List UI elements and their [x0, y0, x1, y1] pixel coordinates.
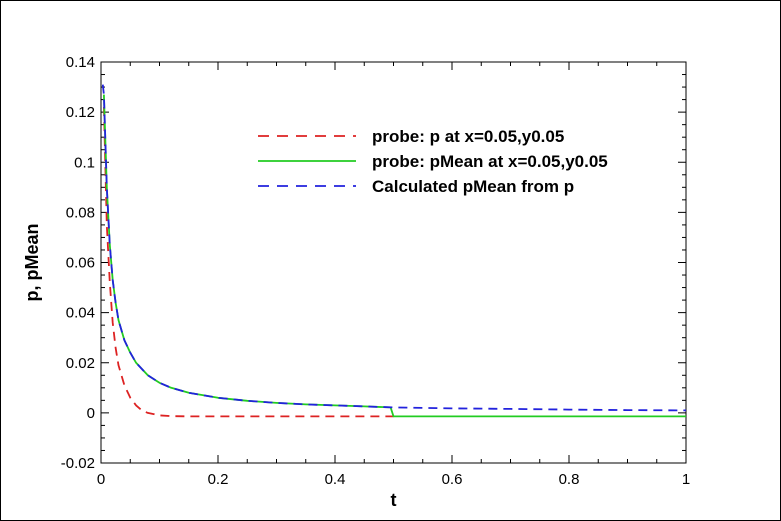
x-axis-label: t [391, 490, 397, 510]
legend-label-1: probe: p at x=0.05,y0.05 [372, 127, 564, 146]
x-tick-label: 0 [97, 471, 105, 488]
y-tick-label: 0.1 [74, 154, 95, 171]
y-tick-label: 0.06 [66, 255, 95, 272]
series-line-2 [103, 94, 686, 418]
x-tick-label: 0.4 [325, 471, 346, 488]
axis-ticks [100, 61, 687, 464]
y-tick-label: 0.02 [66, 355, 95, 372]
legend-label-3: Calculated pMean from p [372, 177, 574, 196]
y-tick-label: -0.02 [61, 455, 95, 472]
y-tick-label: 0.14 [66, 54, 95, 71]
x-tick-label: 0.2 [208, 471, 229, 488]
series-lines [101, 84, 687, 418]
y-tick-labels: -0.02 0 0.02 0.04 0.06 0.08 0.1 0.12 0.14 [61, 54, 95, 472]
x-tick-label: 1 [682, 471, 690, 488]
y-tick-label: 0 [87, 405, 95, 422]
y-tick-label: 0.12 [66, 104, 95, 121]
y-tick-label: 0.04 [66, 305, 95, 322]
plot-border [100, 61, 687, 464]
legend-label-2: probe: pMean at x=0.05,y0.05 [372, 152, 608, 171]
legend: probe: p at x=0.05,y0.05 probe: pMean at … [258, 127, 608, 196]
series-line-1 [103, 107, 394, 418]
y-axis-label: p, pMean [22, 223, 42, 301]
y-tick-label: 0.08 [66, 204, 95, 221]
plot-area [100, 61, 687, 464]
series-line-3 [101, 84, 687, 412]
x-tick-labels: 0 0.2 0.4 0.6 0.8 1 [97, 471, 690, 488]
x-tick-label: 0.8 [559, 471, 580, 488]
x-tick-label: 0.6 [442, 471, 463, 488]
